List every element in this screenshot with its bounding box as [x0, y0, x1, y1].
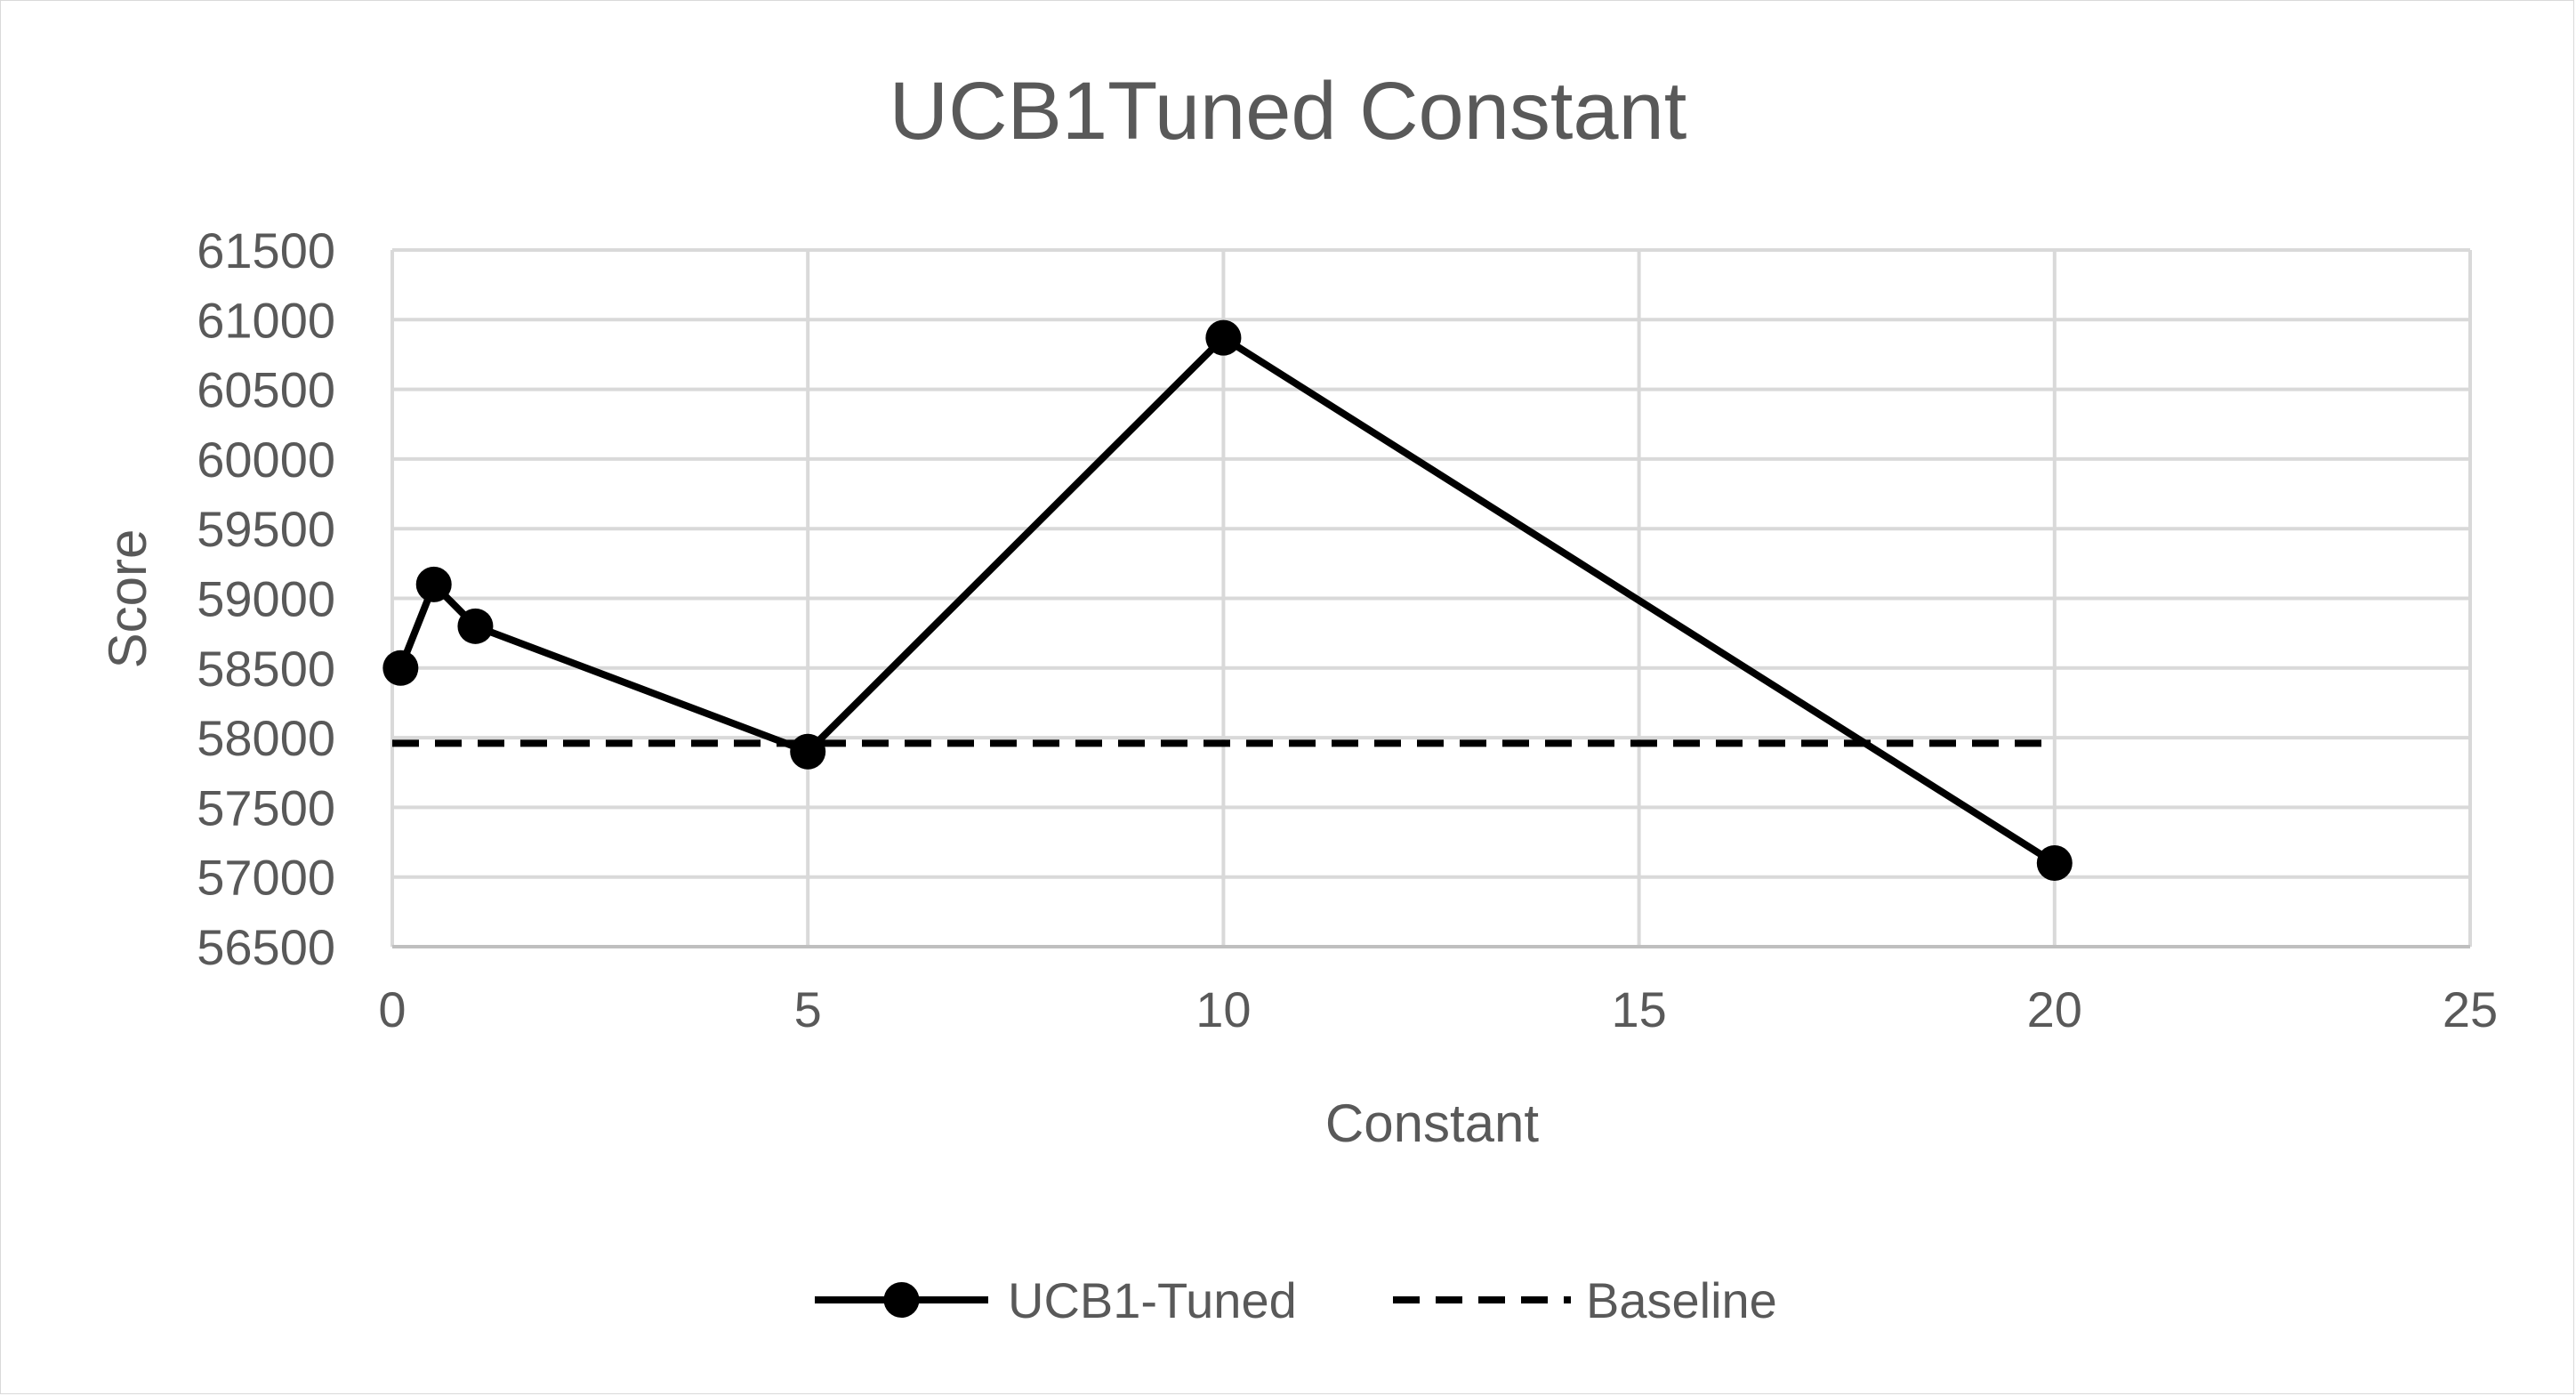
y-tick-label: 58000	[197, 710, 335, 766]
data-point-marker	[382, 650, 419, 686]
legend-marker	[883, 1282, 920, 1318]
x-tick-label: 0	[378, 981, 406, 1037]
legend-label: Baseline	[1586, 1272, 1777, 1328]
data-point-marker	[790, 733, 826, 770]
legend: UCB1-Tuned Baseline	[815, 1272, 1777, 1328]
series	[382, 319, 2073, 882]
chart-title: UCB1Tuned Constant	[890, 66, 1687, 157]
x-tick-label: 5	[794, 981, 822, 1037]
y-tick-label: 60000	[197, 432, 335, 488]
gridlines	[390, 248, 2472, 947]
data-point-marker	[1205, 319, 1242, 356]
y-tick-labels: 56500 57000 57500 58000 58500 59000 59500 60000…	[197, 222, 335, 975]
series-line-ucb1-tuned	[397, 334, 2057, 867]
y-tick-label: 61000	[197, 292, 335, 348]
x-tick-label: 20	[2027, 981, 2082, 1037]
y-tick-label: 57000	[197, 850, 335, 906]
data-point-marker	[415, 566, 452, 602]
y-tick-label: 57500	[197, 779, 335, 835]
y-tick-label: 56500	[197, 919, 335, 975]
x-tick-labels: 0 5 10 15 20 25	[378, 981, 2498, 1037]
x-tick-label: 10	[1195, 981, 1251, 1037]
x-axis-title: Constant	[1325, 1093, 1539, 1153]
data-point-marker	[2036, 845, 2073, 882]
y-tick-label: 61500	[197, 222, 335, 278]
y-tick-label: 58500	[197, 641, 335, 697]
y-tick-label: 59000	[197, 571, 335, 627]
legend-label: UCB1-Tuned	[1008, 1272, 1297, 1328]
x-tick-label: 25	[2443, 981, 2498, 1037]
y-axis-title: Score	[98, 529, 157, 669]
x-tick-label: 15	[1611, 981, 1666, 1037]
y-tick-label: 60500	[197, 362, 335, 418]
y-tick-label: 59500	[197, 501, 335, 557]
data-point-marker	[457, 608, 494, 644]
